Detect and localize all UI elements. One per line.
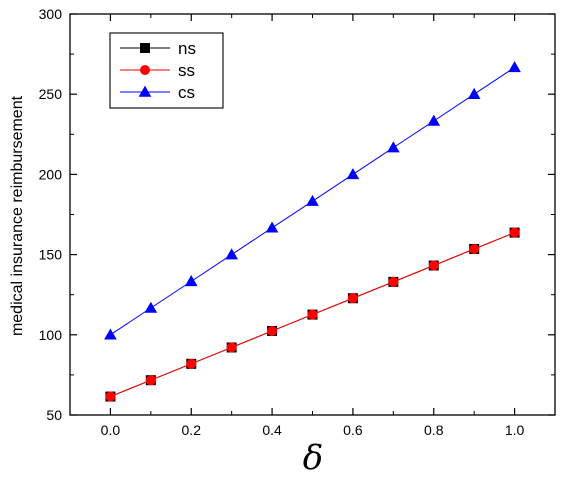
x-tick-label: 1.0 (505, 422, 525, 438)
data-point-cs (387, 141, 400, 153)
x-tick-label: 0.8 (424, 422, 444, 438)
axes: 0.0 0.2 0.4 0.6 0.8 1.0 50 100 150 200 250 300 (39, 6, 556, 438)
x-tick-label: 0.4 (262, 422, 282, 438)
y-tick-label: 50 (46, 407, 62, 423)
legend-marker-ss (140, 65, 150, 75)
data-point-cs (467, 87, 481, 99)
data-point-cs (104, 328, 117, 340)
data-point-cs (144, 301, 158, 313)
data-point-cs (265, 221, 279, 233)
data-point-ss (145, 375, 156, 386)
data-point-ss (388, 276, 399, 287)
legend-item-ns: ns (120, 39, 196, 58)
legend-marker-ns (140, 43, 150, 53)
y-tick-label: 100 (39, 327, 63, 343)
data-point-cs (427, 114, 441, 126)
data-point-ss (428, 260, 439, 271)
x-tick-label: 0.6 (343, 422, 363, 438)
x-axis-title: δ (303, 438, 323, 478)
data-point-cs (346, 168, 360, 180)
data-point-ss (307, 309, 318, 320)
series-cs (104, 61, 521, 340)
data-point-ss (267, 325, 278, 336)
data-point-ss (469, 243, 480, 254)
x-tick-label: 0.0 (101, 422, 121, 438)
data-point-ss (509, 227, 520, 238)
legend-item-ss: ss (120, 61, 195, 80)
y-axis-title: medical insurance reimbursement (9, 95, 26, 336)
legend-label-ss: ss (178, 61, 195, 80)
legend: ns ss cs (109, 32, 224, 109)
data-point-cs (306, 194, 319, 206)
legend-label-ns: ns (178, 39, 196, 58)
data-point-cs (225, 248, 238, 260)
data-point-ss (186, 358, 197, 369)
data-point-ss (105, 391, 116, 402)
y-tick-label: 200 (39, 166, 63, 182)
legend-marker-cs (138, 85, 152, 97)
x-tick-label: 0.2 (182, 422, 202, 438)
legend-item-cs: cs (120, 83, 195, 102)
data-point-cs (184, 275, 198, 287)
data-point-ss (347, 293, 358, 304)
series-ss (105, 227, 520, 402)
y-tick-label: 150 (39, 247, 63, 263)
legend-label-cs: cs (178, 83, 195, 102)
series-layer (104, 61, 521, 402)
data-point-cs (508, 61, 521, 73)
y-tick-label: 250 (39, 86, 63, 102)
y-tick-label: 300 (39, 6, 63, 22)
data-point-ss (226, 342, 237, 353)
